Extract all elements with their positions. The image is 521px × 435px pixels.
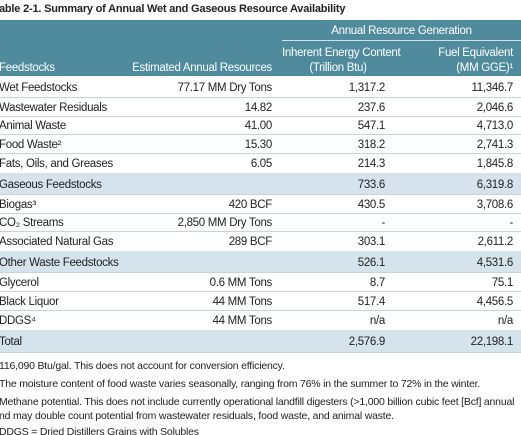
- header-rule: [282, 40, 521, 41]
- cell: 517.4: [357, 295, 386, 308]
- cell: 14.82: [244, 101, 273, 114]
- row-label: CO₂ Streams: [0, 217, 64, 229]
- row-rule: [0, 272, 521, 273]
- row-rule: [0, 291, 521, 292]
- cell: 1,317.2: [348, 82, 386, 94]
- cell: 0.6 MM Tons: [209, 276, 273, 289]
- row-label: Total: [0, 336, 22, 348]
- row-label: Black Liquor: [0, 295, 59, 308]
- footnote: Methane potential. This does not include…: [0, 396, 515, 408]
- column-header: Feedstocks: [0, 62, 55, 74]
- cell: 430.5: [357, 198, 386, 211]
- cell: 1,845.8: [476, 158, 514, 170]
- cell: 44 MM Tons: [212, 295, 273, 308]
- cell: 289 BCF: [228, 236, 273, 248]
- column-header: Fuel Equivalent: [438, 47, 513, 59]
- row-label: Glycerol: [0, 276, 39, 289]
- cell: -: [509, 217, 513, 229]
- cell: 8.7: [369, 276, 385, 289]
- table-title: able 2-1. Summary of Annual Wet and Gase…: [0, 3, 346, 15]
- cell: 15.30: [244, 138, 273, 151]
- row-rule: [0, 134, 521, 135]
- row-rule: [0, 231, 521, 232]
- row-label: Biogas³: [0, 198, 36, 211]
- row-shade: [0, 173, 521, 194]
- header-group: Annual Resource Generation: [331, 25, 472, 37]
- footnote: The moisture content of food waste varie…: [0, 378, 481, 390]
- row-label: Other Waste Feedstocks: [0, 256, 119, 269]
- row-rule: [0, 352, 521, 353]
- footnote: 116,090 Btu/gal. This does not account f…: [0, 360, 285, 372]
- cell: 4,456.5: [476, 295, 514, 308]
- cell: 2,850 MM Dry Tons: [177, 217, 273, 229]
- cell: 303.1: [357, 236, 386, 248]
- cell: 3,708.6: [476, 198, 514, 211]
- row-rule: [0, 310, 521, 311]
- row-rule: [0, 153, 521, 154]
- cell: 2,741.3: [476, 138, 514, 151]
- cell: 2,046.6: [476, 101, 514, 114]
- row-label: Associated Natural Gas: [0, 236, 114, 248]
- cell: 22,198.1: [470, 336, 514, 348]
- row-shade: [0, 251, 521, 272]
- column-header: (MM GGE)¹: [456, 62, 513, 74]
- row-rule: [0, 213, 521, 214]
- cell: 6,319.8: [476, 178, 514, 191]
- header-band: [0, 20, 521, 76]
- cell: 547.1: [357, 120, 386, 132]
- cell: 6.05: [250, 158, 272, 170]
- cell: 4,531.6: [476, 256, 514, 269]
- column-header: Estimated Annual Resources: [132, 62, 272, 74]
- row-label: Animal Waste: [0, 120, 66, 132]
- row-rule: [0, 116, 521, 117]
- cell: 11,346.7: [471, 82, 513, 94]
- footnote: DDGS = Dried Distillers Grains with Solu…: [0, 426, 199, 435]
- cell: 2,611.2: [477, 236, 514, 248]
- cell: 4,713.0: [476, 120, 514, 132]
- footnote: nd may double count potential from waste…: [0, 410, 394, 422]
- cell: 75.1: [491, 276, 513, 289]
- cell: 237.6: [357, 101, 386, 114]
- cell: n/a: [369, 315, 385, 327]
- column-header: (Trillion Btu): [309, 62, 367, 74]
- cell: 214.3: [357, 158, 386, 170]
- cell: 44 MM Tons: [212, 315, 273, 327]
- cell: 526.1: [357, 256, 386, 269]
- row-label: DDGS⁴: [0, 315, 36, 327]
- row-shade: [0, 330, 521, 352]
- row-label: Wet Feedstocks: [0, 82, 78, 94]
- row-label: Wastewater Residuals: [0, 101, 107, 114]
- cell: 420 BCF: [228, 198, 273, 211]
- cell: -: [381, 217, 385, 229]
- cell: 41.00: [244, 120, 273, 132]
- column-header: Inherent Energy Content: [282, 47, 401, 59]
- row-label: Fats, Oils, and Greases: [0, 158, 113, 170]
- cell: 733.6: [357, 178, 386, 191]
- row-rule: [0, 97, 521, 98]
- cell: 77.17 MM Dry Tons: [177, 82, 273, 94]
- row-rule: [0, 194, 521, 195]
- cell: n/a: [497, 315, 513, 327]
- row-label: Gaseous Feedstocks: [0, 178, 102, 191]
- cell: 318.2: [357, 138, 386, 151]
- cell: 2,576.9: [348, 336, 386, 348]
- row-label: Food Waste²: [0, 138, 62, 151]
